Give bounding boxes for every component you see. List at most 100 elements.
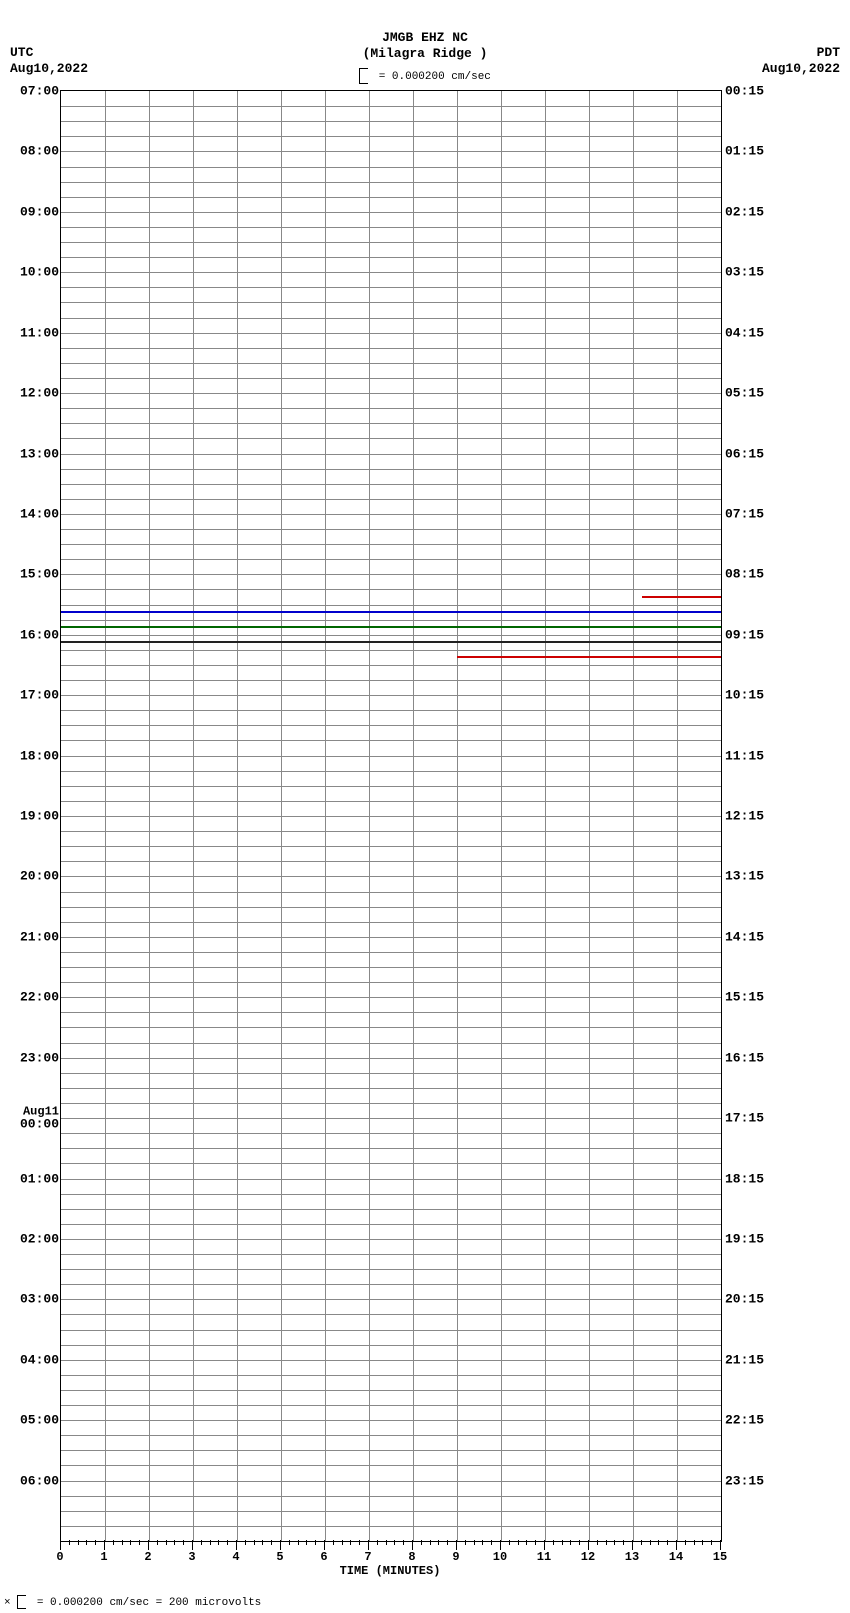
grid-hline (61, 1103, 721, 1104)
utc-time-label: Aug1100:00 (20, 1105, 61, 1132)
grid-hline (61, 212, 721, 213)
station-location: (Milagra Ridge ) (363, 46, 488, 61)
xtick-major (588, 1540, 589, 1550)
utc-time-label: 05:00 (20, 1413, 61, 1428)
grid-hline (61, 771, 721, 772)
xtick-minor (157, 1540, 158, 1545)
xtick-major (324, 1540, 325, 1550)
xtick-minor (174, 1540, 175, 1545)
grid-hline (61, 544, 721, 545)
utc-time-label: 12:00 (20, 386, 61, 401)
grid-hline (61, 302, 721, 303)
xtick-label: 12 (581, 1550, 595, 1564)
utc-time-label: 07:00 (20, 84, 61, 99)
xtick-major (192, 1540, 193, 1550)
grid-hline (61, 937, 721, 938)
utc-time-label: 10:00 (20, 265, 61, 280)
grid-hline (61, 1269, 721, 1270)
utc-time-label: 13:00 (20, 446, 61, 461)
scale-text: = 0.000200 cm/sec (379, 71, 491, 83)
grid-vline (677, 91, 678, 1541)
grid-hline (61, 1481, 721, 1482)
xtick-minor (667, 1540, 668, 1545)
grid-hline (61, 438, 721, 439)
pdt-time-label: 18:15 (721, 1171, 764, 1186)
grid-hline (61, 589, 721, 590)
footer-scale-text: = 0.000200 cm/sec = 200 microvolts (37, 1597, 261, 1609)
grid-hline (61, 348, 721, 349)
grid-hline (61, 1435, 721, 1436)
grid-hline (61, 605, 721, 606)
grid-hline (61, 725, 721, 726)
utc-time-text: 03:00 (20, 1292, 59, 1307)
grid-hline (61, 272, 721, 273)
grid-vline (281, 91, 282, 1541)
utc-time-label: 16:00 (20, 627, 61, 642)
utc-time-label: 14:00 (20, 506, 61, 521)
grid-hline (61, 997, 721, 998)
xtick-minor (562, 1540, 563, 1545)
xtick-major (148, 1540, 149, 1550)
xtick-minor (650, 1540, 651, 1545)
utc-time-text: 09:00 (20, 204, 59, 219)
grid-hline (61, 1088, 721, 1089)
utc-time-text: 12:00 (20, 386, 59, 401)
xtick-minor (491, 1540, 492, 1545)
grid-hline (61, 1027, 721, 1028)
utc-time-text: 14:00 (20, 506, 59, 521)
grid-hline (61, 740, 721, 741)
xtick-major (368, 1540, 369, 1550)
xtick-label: 2 (144, 1550, 151, 1564)
grid-hline (61, 529, 721, 530)
pdt-time-label: 20:15 (721, 1292, 764, 1307)
xtick-minor (271, 1540, 272, 1545)
xtick-minor (218, 1540, 219, 1545)
xtick-major (632, 1540, 633, 1550)
xtick-minor (658, 1540, 659, 1545)
xtick-minor (342, 1540, 343, 1545)
pdt-time-label: 15:15 (721, 990, 764, 1005)
pdt-time-label: 16:15 (721, 1050, 764, 1065)
grid-vline (149, 91, 150, 1541)
xtick-minor (298, 1540, 299, 1545)
utc-time-text: 19:00 (20, 809, 59, 824)
utc-time-label: 08:00 (20, 144, 61, 159)
seismic-trace (61, 611, 721, 613)
xtick-major (60, 1540, 61, 1550)
grid-hline (61, 197, 721, 198)
pdt-time-label: 06:15 (721, 446, 764, 461)
grid-hline (61, 257, 721, 258)
grid-vline (457, 91, 458, 1541)
pdt-time-label: 12:15 (721, 809, 764, 824)
grid-hline (61, 846, 721, 847)
pdt-time-label: 23:15 (721, 1473, 764, 1488)
xtick-minor (306, 1540, 307, 1545)
grid-vline (545, 91, 546, 1541)
xtick-minor (394, 1540, 395, 1545)
xtick-label: 3 (188, 1550, 195, 1564)
grid-hline (61, 363, 721, 364)
grid-vline (369, 91, 370, 1541)
grid-hline (61, 1254, 721, 1255)
utc-time-label: 04:00 (20, 1352, 61, 1367)
grid-hline (61, 318, 721, 319)
xtick-major (456, 1540, 457, 1550)
seismic-trace (642, 596, 721, 598)
xtick-label: 13 (625, 1550, 639, 1564)
xtick-minor (526, 1540, 527, 1545)
utc-time-label: 18:00 (20, 748, 61, 763)
grid-hline (61, 1148, 721, 1149)
footer-scale: × = 0.000200 cm/sec = 200 microvolts (4, 1595, 261, 1609)
footer-scale-bar-icon (17, 1595, 26, 1609)
grid-hline (61, 423, 721, 424)
utc-time-text: 23:00 (20, 1050, 59, 1065)
xtick-major (500, 1540, 501, 1550)
xtick-minor (421, 1540, 422, 1545)
pdt-time-label: 03:15 (721, 265, 764, 280)
xtick-minor (535, 1540, 536, 1545)
seismic-trace (61, 641, 721, 643)
pdt-time-label: 11:15 (721, 748, 764, 763)
xtick-minor (597, 1540, 598, 1545)
grid-hline (61, 1496, 721, 1497)
grid-hline (61, 1073, 721, 1074)
